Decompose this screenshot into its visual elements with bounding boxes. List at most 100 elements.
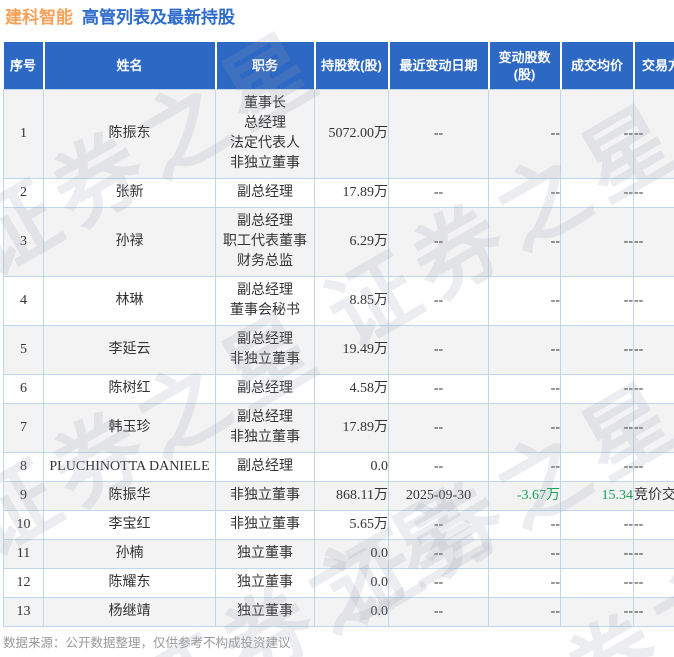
cell-method: -- bbox=[633, 374, 674, 404]
cell-position: 副总经理 bbox=[215, 374, 315, 404]
cell-shares: 17.89万 bbox=[314, 403, 389, 453]
cell-position: 副总经理 bbox=[215, 178, 315, 208]
cell-change: -- bbox=[488, 452, 561, 482]
cell-method: -- bbox=[633, 510, 674, 540]
cell-position: 副总经理 非独立董事 bbox=[215, 403, 315, 453]
cell-shares: 0.0 bbox=[314, 452, 389, 482]
cell-no: 10 bbox=[3, 510, 44, 540]
cell-price: -- bbox=[560, 539, 634, 569]
cell-shares: 5072.00万 bbox=[314, 89, 389, 179]
cell-shares: 0.0 bbox=[314, 539, 389, 569]
table-row: 7 韩玉珍 副总经理 非独立董事 17.89万 -- -- -- -- bbox=[3, 403, 674, 453]
cell-price: -- bbox=[560, 207, 634, 277]
cell-price: -- bbox=[560, 178, 634, 208]
cell-method: -- bbox=[633, 325, 674, 375]
cell-change: -- bbox=[488, 539, 561, 569]
cell-price: -- bbox=[560, 403, 634, 453]
cell-no: 7 bbox=[3, 403, 44, 453]
cell-no: 12 bbox=[3, 568, 44, 598]
cell-position: 非独立董事 bbox=[215, 510, 315, 540]
cell-shares: 19.49万 bbox=[314, 325, 389, 375]
page-title-text: 高管列表及最新持股 bbox=[82, 8, 235, 27]
cell-change: -- bbox=[488, 276, 561, 326]
cell-date: -- bbox=[388, 597, 489, 627]
cell-name: 张新 bbox=[43, 178, 216, 208]
cell-no: 13 bbox=[3, 597, 44, 627]
cell-method: -- bbox=[633, 539, 674, 569]
cell-method: -- bbox=[633, 178, 674, 208]
cell-date: -- bbox=[388, 539, 489, 569]
cell-date: -- bbox=[388, 89, 489, 179]
cell-position: 董事长 总经理 法定代表人 非独立董事 bbox=[215, 89, 315, 179]
cell-change: -- bbox=[488, 403, 561, 453]
cell-no: 9 bbox=[3, 481, 44, 511]
header-no: 序号 bbox=[3, 42, 45, 90]
cell-position: 副总经理 董事会秘书 bbox=[215, 276, 315, 326]
cell-method: -- bbox=[633, 403, 674, 453]
cell-position: 副总经理 职工代表董事 财务总监 bbox=[215, 207, 315, 277]
page-title: 建科智能 高管列表及最新持股 bbox=[5, 6, 235, 30]
data-source-note: 数据来源：公开数据整理，仅供参考不构成投资建议 bbox=[3, 636, 291, 650]
cell-change: -- bbox=[488, 207, 561, 277]
cell-change: -- bbox=[488, 568, 561, 598]
cell-price: 15.34 bbox=[560, 481, 634, 511]
cell-date: -- bbox=[388, 510, 489, 540]
cell-name: 韩玉珍 bbox=[43, 403, 216, 453]
cell-position: 副总经理 bbox=[215, 452, 315, 482]
cell-no: 4 bbox=[3, 276, 44, 326]
header-price: 成交均价 bbox=[560, 42, 635, 90]
table-row: 13 杨继靖 独立董事 0.0 -- -- -- -- bbox=[3, 597, 674, 627]
cell-method: -- bbox=[633, 597, 674, 627]
cell-name: 孙楠 bbox=[43, 539, 216, 569]
cell-name: 李延云 bbox=[43, 325, 216, 375]
cell-shares: 4.58万 bbox=[314, 374, 389, 404]
table-row: 9 陈振华 非独立董事 868.11万 2025-09-30 -3.67万 15.34 竞价交… bbox=[3, 481, 674, 511]
table-row: 8 PLUCHINOTTA DANIELE 副总经理 0.0 -- -- -- -- bbox=[3, 452, 674, 482]
cell-name: 李宝红 bbox=[43, 510, 216, 540]
cell-name: 陈振东 bbox=[43, 89, 216, 179]
cell-method: 竞价交易 bbox=[633, 481, 674, 511]
cell-no: 11 bbox=[3, 539, 44, 569]
cell-name: 陈树红 bbox=[43, 374, 216, 404]
cell-name: PLUCHINOTTA DANIELE bbox=[43, 452, 216, 482]
cell-shares: 0.0 bbox=[314, 597, 389, 627]
table-row: 11 孙楠 独立董事 0.0 -- -- -- -- bbox=[3, 539, 674, 569]
cell-name: 陈振华 bbox=[43, 481, 216, 511]
cell-date: -- bbox=[388, 452, 489, 482]
header-change: 变动股数(股) bbox=[488, 42, 562, 90]
cell-shares: 17.89万 bbox=[314, 178, 389, 208]
cell-method: -- bbox=[633, 276, 674, 326]
cell-no: 1 bbox=[3, 89, 44, 179]
cell-shares: 0.0 bbox=[314, 568, 389, 598]
table-row: 10 李宝红 非独立董事 5.65万 -- -- -- -- bbox=[3, 510, 674, 540]
cell-change: -- bbox=[488, 597, 561, 627]
cell-name: 杨继靖 bbox=[43, 597, 216, 627]
cell-change: -- bbox=[488, 325, 561, 375]
table-row: 4 林琳 副总经理 董事会秘书 8.85万 -- -- -- -- bbox=[3, 276, 674, 326]
header-date: 最近变动日期 bbox=[388, 42, 490, 90]
cell-name: 陈耀东 bbox=[43, 568, 216, 598]
cell-date: -- bbox=[388, 178, 489, 208]
cell-date: -- bbox=[388, 568, 489, 598]
cell-no: 6 bbox=[3, 374, 44, 404]
table-row: 3 孙禄 副总经理 职工代表董事 财务总监 6.29万 -- -- -- -- bbox=[3, 207, 674, 277]
cell-position: 副总经理 非独立董事 bbox=[215, 325, 315, 375]
header-position: 职务 bbox=[215, 42, 316, 90]
cell-date: 2025-09-30 bbox=[388, 481, 489, 511]
cell-no: 8 bbox=[3, 452, 44, 482]
cell-price: -- bbox=[560, 276, 634, 326]
cell-shares: 8.85万 bbox=[314, 276, 389, 326]
table-row: 5 李延云 副总经理 非独立董事 19.49万 -- -- -- -- bbox=[3, 325, 674, 375]
cell-position: 独立董事 bbox=[215, 568, 315, 598]
cell-method: -- bbox=[633, 89, 674, 179]
cell-shares: 868.11万 bbox=[314, 481, 389, 511]
stock-name: 建科智能 bbox=[5, 8, 73, 27]
table-row: 2 张新 副总经理 17.89万 -- -- -- -- bbox=[3, 178, 674, 208]
cell-method: -- bbox=[633, 207, 674, 277]
cell-price: -- bbox=[560, 597, 634, 627]
header-shares: 持股数(股) bbox=[314, 42, 390, 90]
cell-no: 3 bbox=[3, 207, 44, 277]
